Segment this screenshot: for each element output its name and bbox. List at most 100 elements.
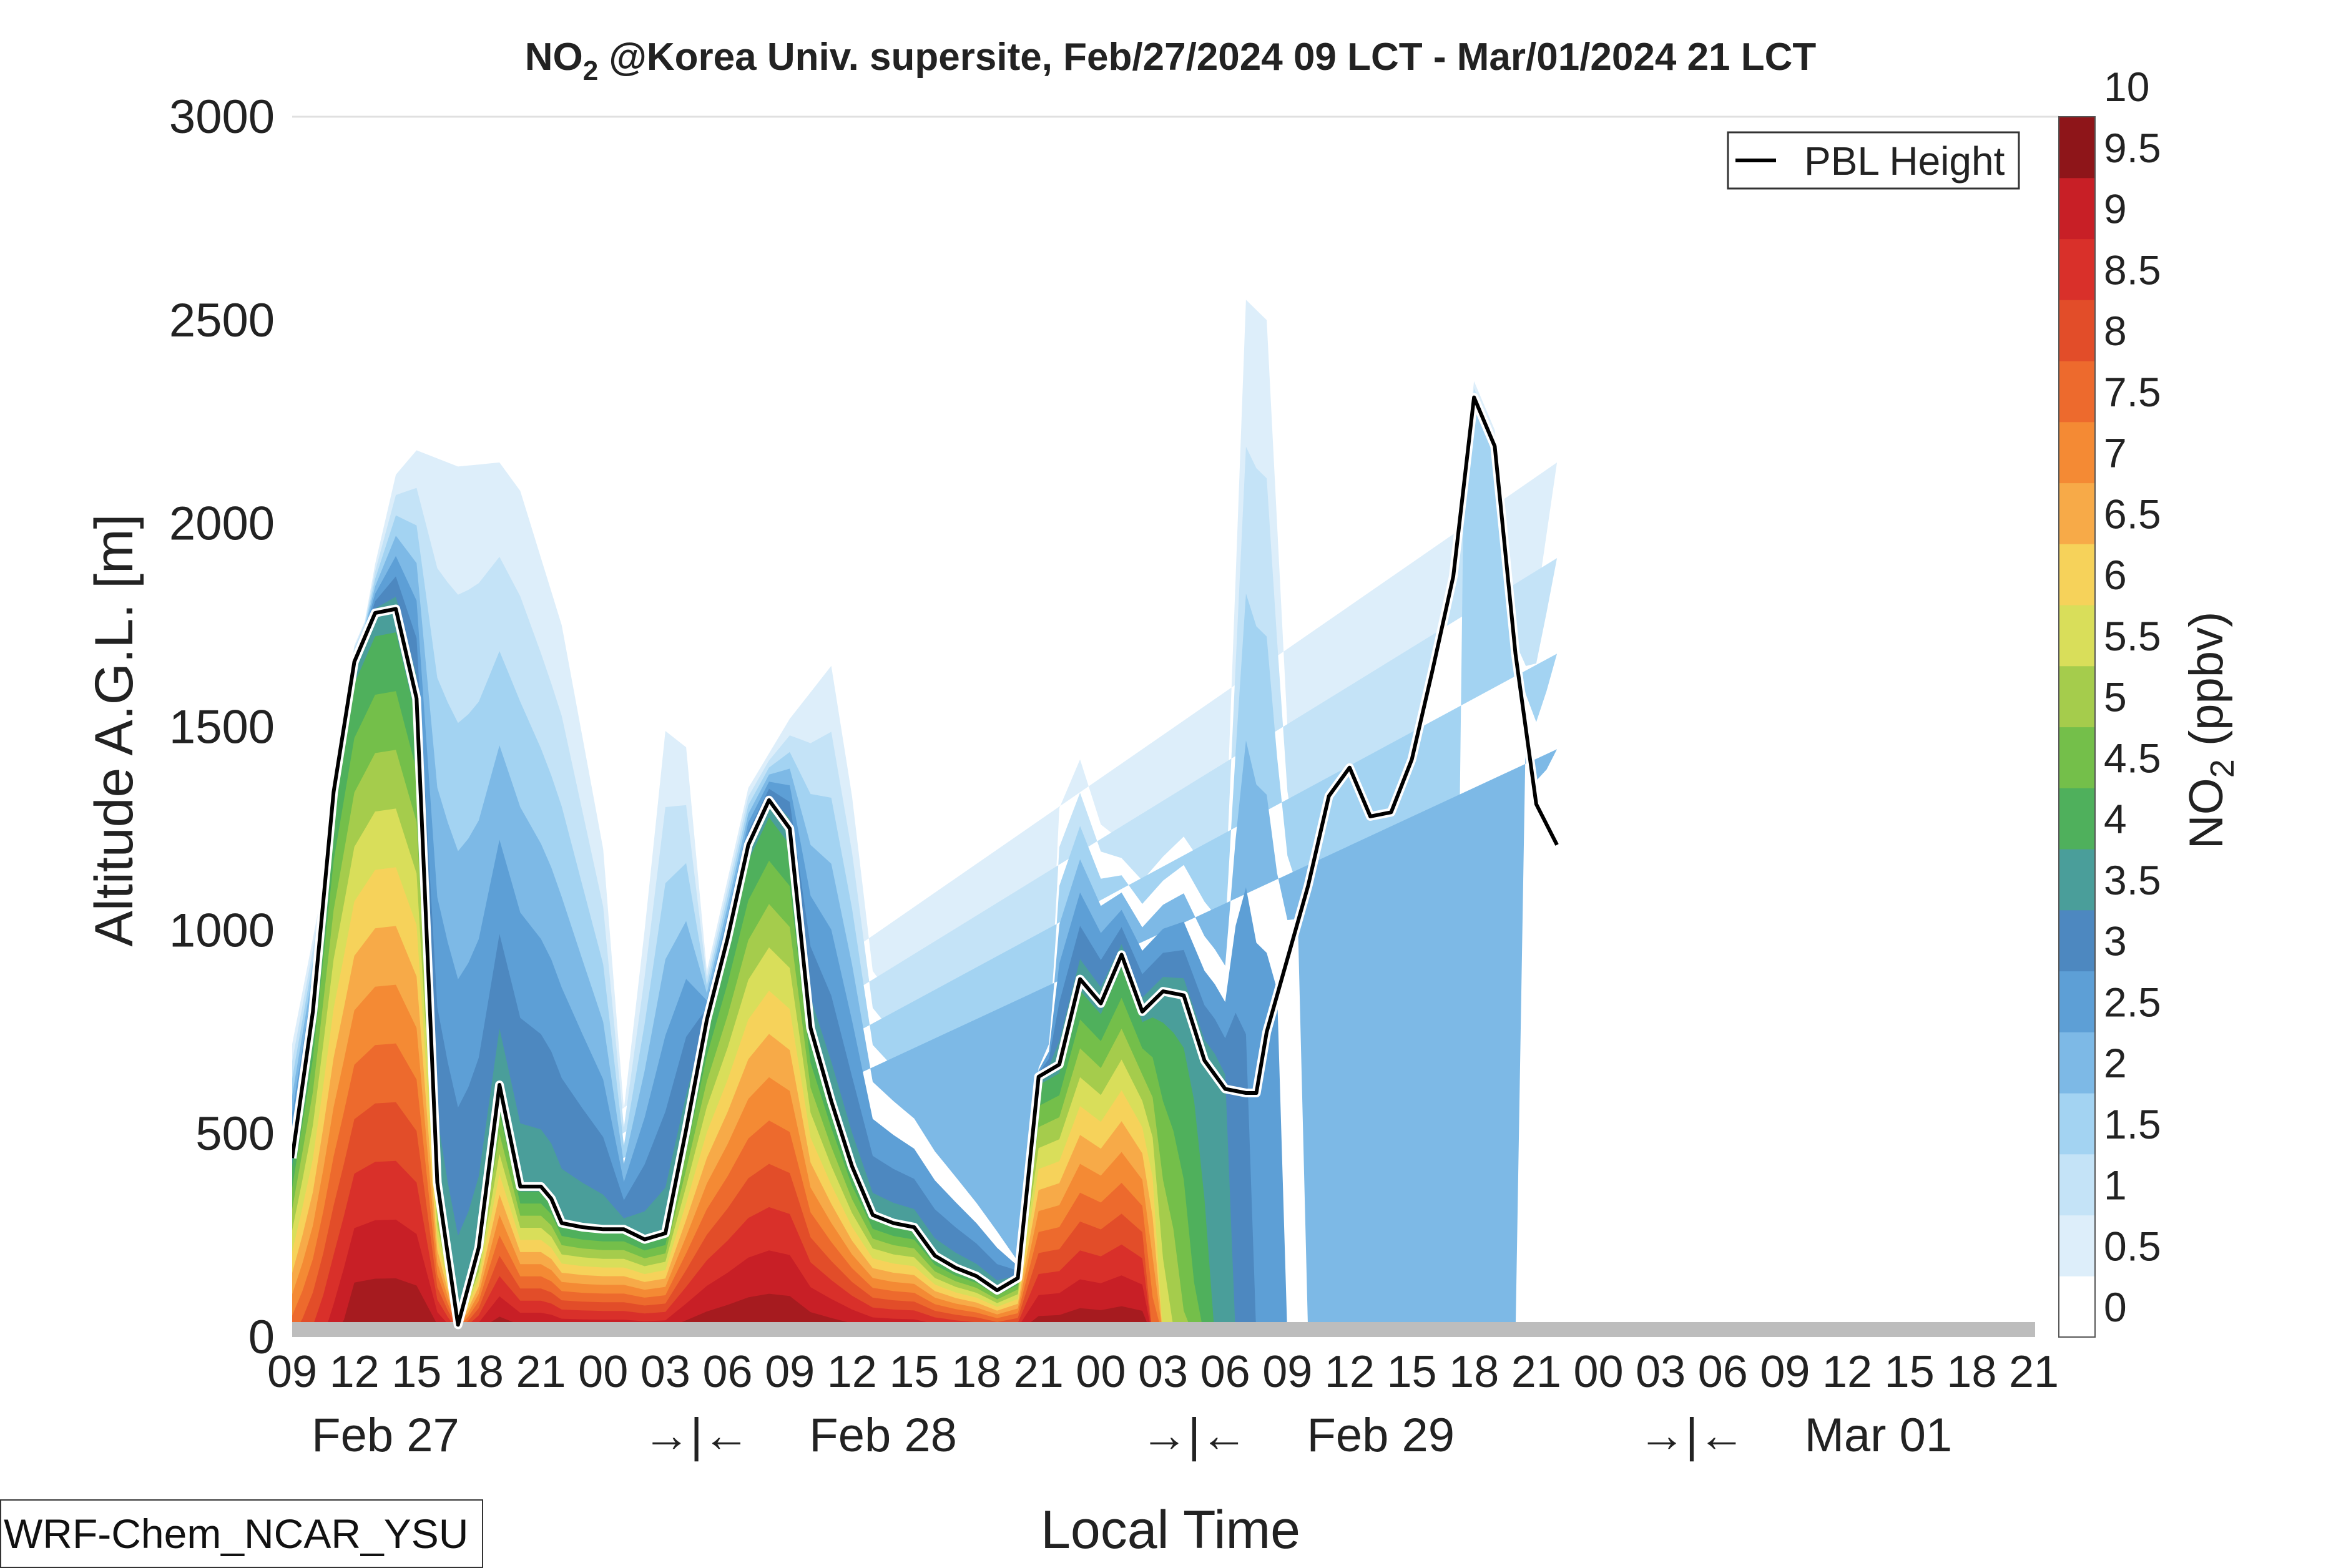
pbl-height-line-group: [292, 393, 1561, 1330]
x-tick-label: 21: [516, 1347, 566, 1397]
y-tick-label: 500: [195, 1107, 275, 1160]
colorbar-segment: [2059, 238, 2095, 300]
colorbar-segment: [2059, 971, 2095, 1032]
colorbar-segment: [2059, 177, 2095, 240]
x-tick-label: 00: [1573, 1347, 1623, 1397]
x-tick-label: 18: [951, 1347, 1001, 1397]
x-tick-label: 09: [1760, 1347, 1810, 1397]
colorbar-segment: [2059, 1154, 2095, 1216]
legend-box: [1727, 131, 2020, 190]
colorbar-tick-label: 0: [2104, 1284, 2127, 1330]
pbl-height-line: [292, 395, 1559, 1327]
y-tick-label: 1500: [169, 701, 275, 754]
colorbar-segment: [2059, 117, 2095, 179]
x-tick-label: 09: [267, 1347, 317, 1397]
ground-strip: [292, 1322, 2035, 1337]
x-tick-label: 03: [640, 1347, 690, 1397]
colorbar-tick-label: 3.5: [2104, 857, 2161, 903]
y-tick-label: 2500: [169, 294, 275, 347]
colorbar-tick-label: 2: [2104, 1040, 2127, 1086]
colorbar-segment: [2059, 544, 2095, 605]
colorbar-segment: [2059, 605, 2095, 667]
colorbar-segment: [2059, 849, 2095, 911]
x-day-label: Feb 29: [1307, 1409, 1455, 1462]
colorbar-segment: [2059, 909, 2095, 972]
y-tick-label: 0: [248, 1311, 275, 1364]
chart-title: NO2 @Korea Univ. supersite, Feb/27/2024 …: [525, 36, 1817, 86]
x-tick-label: 21: [2009, 1347, 2059, 1397]
x-tick-label: 06: [702, 1347, 752, 1397]
colorbar-tick-label: 6: [2104, 552, 2127, 598]
x-tick-label: 21: [1511, 1347, 1561, 1397]
colorbar-tick-label: 6.5: [2104, 491, 2161, 537]
model-label: WRF-Chem_NCAR_YSU: [4, 1511, 469, 1557]
colorbar-tick-label: 2.5: [2104, 979, 2161, 1025]
colorbar-label: NO2 (ppbv): [2180, 612, 2241, 850]
x-day-label: Feb 27: [312, 1409, 459, 1462]
colorbar-tick-label: 1.5: [2104, 1101, 2161, 1147]
colorbar-tick-label: 10: [2104, 64, 2149, 110]
colorbar-segment: [2059, 1093, 2095, 1155]
colorbar-tick-label: 0.5: [2104, 1223, 2161, 1269]
colorbar-segment: [2059, 421, 2095, 484]
x-tick-label: 12: [1325, 1347, 1375, 1397]
colorbar-segment: [2059, 483, 2095, 544]
x-tick-label: 21: [1014, 1347, 1064, 1397]
x-day-label: Feb 28: [809, 1409, 957, 1462]
colorbar: 0 0.5 1 1.5 2 2.5 3 3.5 4 4.5 5 5.5 6 6.5 7 7.5 8 8.5 9 9.5…: [2058, 64, 2161, 1338]
x-axis-label: Local Time: [1041, 1500, 1300, 1560]
x-tick-label: 09: [1262, 1347, 1312, 1397]
colorbar-tick-label: 3: [2104, 918, 2127, 964]
x-tick-label: 12: [827, 1347, 877, 1397]
x-day-label: Mar 01: [1805, 1409, 1953, 1462]
colorbar-segment: [2059, 1032, 2095, 1094]
x-tick-label: 12: [1822, 1347, 1872, 1397]
x-tick-label: 15: [1885, 1347, 1935, 1397]
x-tick-label: 18: [1946, 1347, 1996, 1397]
model-label-box: WRF-Chem_NCAR_YSU: [0, 1499, 483, 1568]
y-axis-label: Altitude A.G.L. [m]: [84, 514, 144, 946]
x-axis: 09 12 15 18 21 00 03 06 09 12 15 18 21 00 03 06 09 12 15 18…: [267, 1347, 2059, 1462]
colorbar-tick-label: 8: [2104, 308, 2127, 354]
y-tick-label: 2000: [169, 497, 275, 551]
y-axis: 0 500 1000 1500 2000 2500 3000: [169, 91, 275, 1364]
colorbar-tick-label: 9.5: [2104, 125, 2161, 171]
colorbar-segment: [2059, 361, 2095, 423]
x-tick-label: 00: [1076, 1347, 1126, 1397]
colorbar-segment: [2059, 1276, 2095, 1338]
colorbar-tick-label: 9: [2104, 186, 2127, 232]
y-tick-label: 1000: [169, 904, 275, 957]
colorbar-segment: [2059, 300, 2095, 361]
colorbar-tick-label: 7.5: [2104, 369, 2161, 415]
y-tick-label: 3000: [169, 91, 275, 144]
colorbar-tick-label: 1: [2104, 1162, 2127, 1208]
x-tick-label: 00: [578, 1347, 628, 1397]
x-tick-label: 15: [1387, 1347, 1437, 1397]
legend: PBL Height: [1727, 131, 2020, 190]
colorbar-frame: [2058, 116, 2096, 1338]
x-tick-label: 03: [1636, 1347, 1686, 1397]
x-day-label: →|←: [643, 1409, 750, 1462]
legend-pbl-label: PBL Height: [1804, 139, 2005, 184]
colorbar-tick-label: 4.5: [2104, 735, 2161, 781]
colorbar-segment: [2059, 727, 2095, 788]
x-tick-label: 09: [765, 1347, 815, 1397]
x-tick-label: 06: [1200, 1347, 1250, 1397]
colorbar-tick-label: 5: [2104, 674, 2127, 720]
x-tick-label: 12: [330, 1347, 380, 1397]
plot-area: [292, 115, 2059, 1337]
colorbar-tick-label: 5.5: [2104, 613, 2161, 659]
colorbar-segment: [2059, 1215, 2095, 1276]
x-day-label: →|←: [1638, 1409, 1745, 1462]
colorbar-tick-label: 8.5: [2104, 247, 2161, 293]
x-tick-label: 06: [1698, 1347, 1748, 1397]
colorbar-segment: [2059, 665, 2095, 728]
x-tick-label: 18: [1449, 1347, 1499, 1397]
x-tick-label: 15: [391, 1347, 441, 1397]
x-tick-label: 03: [1138, 1347, 1188, 1397]
colorbar-segment: [2059, 788, 2095, 850]
colorbar-tick-label: 7: [2104, 430, 2127, 476]
x-day-label: →|←: [1141, 1409, 1248, 1462]
